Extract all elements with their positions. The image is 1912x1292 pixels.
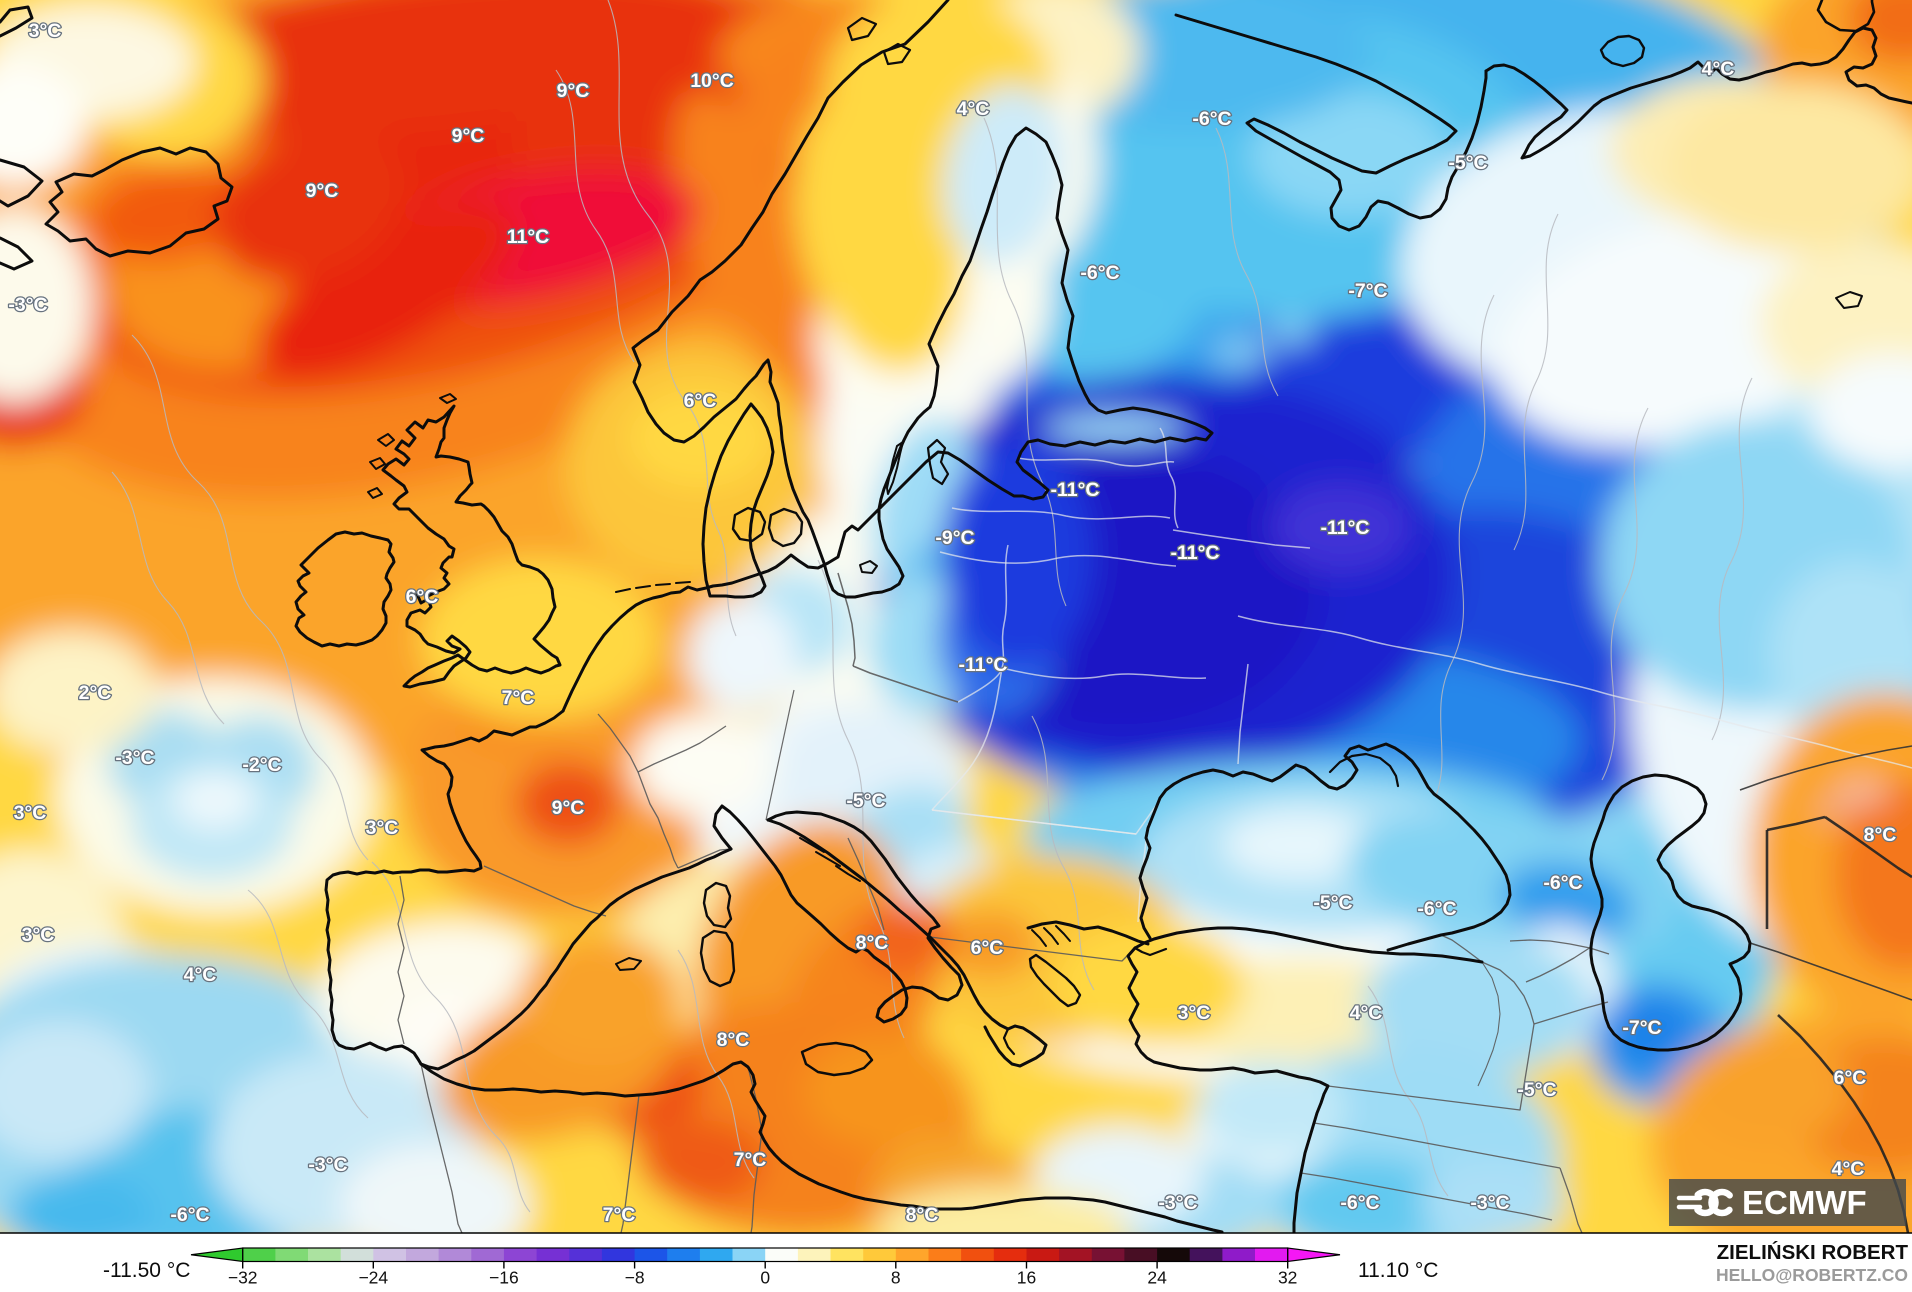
svg-text:-6°C: -6°C bbox=[1080, 262, 1119, 284]
svg-text:9°C: 9°C bbox=[306, 180, 339, 202]
svg-text:32: 32 bbox=[1278, 1268, 1297, 1288]
svg-text:-9°C: -9°C bbox=[935, 527, 974, 549]
svg-text:-3°C: -3°C bbox=[1158, 1192, 1197, 1214]
svg-text:3°C: 3°C bbox=[29, 20, 62, 42]
svg-text:-6°C: -6°C bbox=[1417, 898, 1456, 920]
svg-text:11.10 °C: 11.10 °C bbox=[1358, 1259, 1438, 1282]
svg-text:2°C: 2°C bbox=[79, 682, 112, 704]
svg-text:7°C: 7°C bbox=[603, 1204, 636, 1226]
svg-text:6°C: 6°C bbox=[1834, 1067, 1867, 1089]
svg-text:4°C: 4°C bbox=[1350, 1002, 1383, 1024]
svg-text:−24: −24 bbox=[358, 1268, 388, 1288]
svg-text:11°C: 11°C bbox=[507, 226, 550, 248]
svg-text:-11°C: -11°C bbox=[1171, 542, 1220, 564]
svg-text:-7°C: -7°C bbox=[1622, 1017, 1661, 1039]
svg-text:8°C: 8°C bbox=[717, 1029, 750, 1051]
svg-text:-7°C: -7°C bbox=[1348, 280, 1387, 302]
svg-text:24: 24 bbox=[1147, 1268, 1167, 1288]
svg-text:HELLO@ROBERTZ.CO: HELLO@ROBERTZ.CO bbox=[1716, 1265, 1908, 1285]
svg-text:9°C: 9°C bbox=[552, 797, 585, 819]
svg-text:10°C: 10°C bbox=[690, 70, 734, 92]
svg-text:-11°C: -11°C bbox=[1051, 479, 1100, 501]
svg-text:−16: −16 bbox=[489, 1268, 519, 1288]
svg-text:-5°C: -5°C bbox=[1517, 1079, 1556, 1101]
svg-text:-3°C: -3°C bbox=[115, 747, 154, 769]
svg-text:6°C: 6°C bbox=[684, 390, 717, 412]
svg-text:4°C: 4°C bbox=[1832, 1158, 1865, 1180]
svg-text:4°C: 4°C bbox=[957, 98, 990, 120]
svg-text:8: 8 bbox=[891, 1268, 901, 1288]
svg-text:3°C: 3°C bbox=[14, 802, 47, 824]
svg-text:3°C: 3°C bbox=[366, 817, 399, 839]
svg-text:-11.50 °C: -11.50 °C bbox=[103, 1259, 190, 1282]
svg-text:-5°C: -5°C bbox=[846, 790, 885, 812]
svg-text:16: 16 bbox=[1017, 1268, 1036, 1288]
svg-text:6°C: 6°C bbox=[971, 937, 1004, 959]
svg-text:4°C: 4°C bbox=[184, 964, 217, 986]
svg-text:-11°C: -11°C bbox=[959, 654, 1008, 676]
svg-text:7°C: 7°C bbox=[734, 1149, 767, 1171]
svg-text:ZIELIŃSKI ROBERT: ZIELIŃSKI ROBERT bbox=[1717, 1241, 1909, 1264]
svg-text:-6°C: -6°C bbox=[1543, 872, 1582, 894]
svg-text:-2°C: -2°C bbox=[242, 754, 281, 776]
svg-text:8°C: 8°C bbox=[856, 932, 889, 954]
svg-text:-5°C: -5°C bbox=[1448, 152, 1487, 174]
svg-text:3°C: 3°C bbox=[22, 924, 55, 946]
svg-text:-6°C: -6°C bbox=[1340, 1192, 1379, 1214]
svg-text:7°C: 7°C bbox=[502, 687, 535, 709]
svg-text:ECMWF: ECMWF bbox=[1742, 1184, 1867, 1221]
svg-text:-6°C: -6°C bbox=[1192, 108, 1231, 130]
svg-text:8°C: 8°C bbox=[1864, 824, 1897, 846]
svg-text:-6°C: -6°C bbox=[170, 1204, 209, 1226]
svg-text:-11°C: -11°C bbox=[1321, 517, 1370, 539]
svg-text:0: 0 bbox=[760, 1268, 770, 1288]
svg-text:4°C: 4°C bbox=[1702, 58, 1735, 80]
svg-text:8°C: 8°C bbox=[906, 1204, 939, 1226]
svg-text:-3°C: -3°C bbox=[1470, 1192, 1509, 1214]
svg-text:-5°C: -5°C bbox=[1313, 892, 1352, 914]
svg-text:−8: −8 bbox=[625, 1268, 645, 1288]
svg-text:6°C: 6°C bbox=[406, 586, 439, 608]
svg-text:-3°C: -3°C bbox=[308, 1154, 347, 1176]
svg-text:9°C: 9°C bbox=[557, 80, 590, 102]
svg-text:3°C: 3°C bbox=[1178, 1002, 1211, 1024]
svg-text:-3°C: -3°C bbox=[8, 294, 47, 316]
svg-text:9°C: 9°C bbox=[452, 125, 485, 147]
svg-text:−32: −32 bbox=[228, 1268, 258, 1288]
